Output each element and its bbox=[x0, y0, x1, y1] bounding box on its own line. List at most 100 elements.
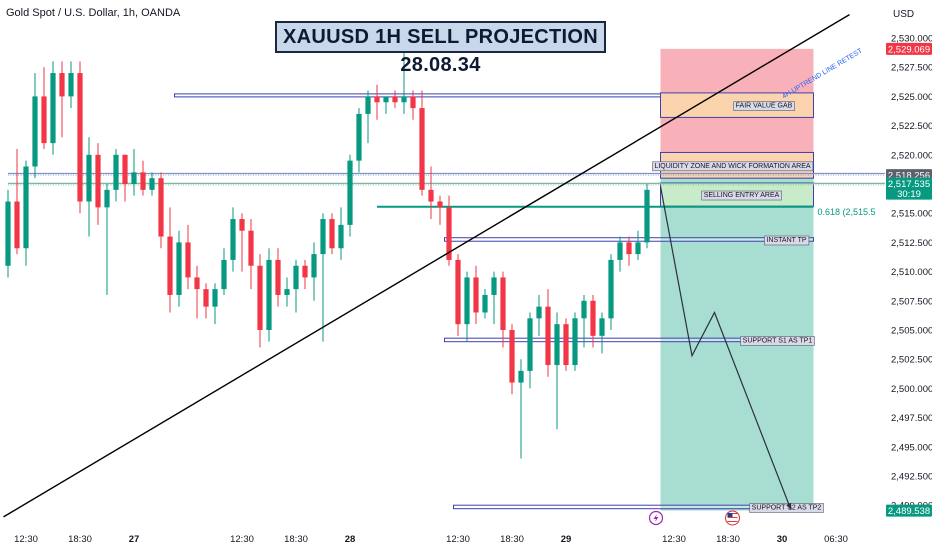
candle[interactable] bbox=[329, 213, 335, 255]
candle[interactable] bbox=[446, 195, 452, 266]
zone-label: SUPPORT S2 AS TP2 bbox=[752, 504, 822, 511]
zone-label-bg bbox=[652, 161, 814, 172]
candle[interactable] bbox=[581, 294, 587, 348]
candle[interactable] bbox=[320, 213, 326, 342]
candle-body bbox=[644, 189, 650, 243]
candle[interactable] bbox=[140, 160, 146, 196]
fvg-extension bbox=[174, 93, 661, 98]
candle[interactable] bbox=[617, 236, 623, 272]
time-tick-label: 18:30 bbox=[716, 534, 740, 545]
candle[interactable] bbox=[545, 289, 551, 377]
candle[interactable] bbox=[635, 230, 641, 260]
candle[interactable] bbox=[383, 96, 389, 114]
candle[interactable] bbox=[266, 248, 272, 342]
candle[interactable] bbox=[536, 294, 542, 336]
candle[interactable] bbox=[302, 259, 308, 290]
candle[interactable] bbox=[563, 318, 569, 371]
candle-body bbox=[320, 219, 326, 255]
us-flag-icon[interactable] bbox=[725, 510, 740, 526]
candle[interactable] bbox=[500, 271, 506, 348]
candle[interactable] bbox=[5, 189, 11, 278]
candle[interactable] bbox=[437, 195, 443, 225]
candle[interactable] bbox=[419, 90, 425, 196]
candle[interactable] bbox=[590, 294, 596, 348]
candle[interactable] bbox=[14, 148, 20, 255]
candle[interactable] bbox=[167, 207, 173, 313]
candle[interactable] bbox=[41, 67, 47, 149]
candle[interactable] bbox=[59, 61, 65, 138]
candle[interactable] bbox=[122, 154, 128, 202]
candle[interactable] bbox=[23, 160, 29, 266]
candle[interactable] bbox=[86, 137, 92, 237]
candle[interactable] bbox=[131, 148, 137, 196]
price-axis[interactable]: 2,530.000 2,527.500 2,525.000 2,522.500 2,52… bbox=[885, 0, 932, 550]
candle[interactable] bbox=[410, 90, 416, 120]
currency-label[interactable]: USD bbox=[893, 9, 915, 20]
candle[interactable] bbox=[203, 283, 209, 319]
candle[interactable] bbox=[176, 230, 182, 307]
candle[interactable] bbox=[221, 248, 227, 295]
candle[interactable] bbox=[239, 213, 245, 272]
candle[interactable] bbox=[275, 248, 281, 307]
candle[interactable] bbox=[401, 43, 407, 114]
candle-body bbox=[221, 259, 227, 290]
candle[interactable] bbox=[473, 265, 479, 325]
candle[interactable] bbox=[599, 312, 605, 354]
candle[interactable] bbox=[32, 73, 38, 179]
candle[interactable] bbox=[95, 143, 101, 225]
candle[interactable] bbox=[284, 277, 290, 307]
candle[interactable] bbox=[50, 61, 56, 155]
candle[interactable] bbox=[158, 172, 164, 249]
candle[interactable] bbox=[149, 172, 155, 196]
projection-path[interactable] bbox=[659, 186, 792, 511]
candle-body bbox=[563, 324, 569, 366]
candle-body bbox=[392, 96, 398, 103]
candle[interactable] bbox=[464, 271, 470, 342]
candle[interactable] bbox=[293, 259, 299, 313]
uptrend-line[interactable] bbox=[3, 14, 850, 518]
candle[interactable] bbox=[113, 148, 119, 202]
candle[interactable] bbox=[428, 166, 434, 220]
candle[interactable] bbox=[392, 90, 398, 109]
candle[interactable] bbox=[527, 312, 533, 389]
candle-body bbox=[410, 96, 416, 109]
lightning-icon[interactable] bbox=[648, 510, 664, 526]
candle-body bbox=[203, 289, 209, 307]
candle-body bbox=[104, 189, 110, 208]
candle[interactable] bbox=[104, 184, 110, 295]
candle[interactable] bbox=[554, 312, 560, 430]
time-axis[interactable]: 12:30 18:30 27 12:30 18:30 28 12:30 18:30 29 12:3… bbox=[0, 526, 885, 550]
candle[interactable] bbox=[509, 324, 515, 395]
candle[interactable] bbox=[644, 184, 650, 249]
candle[interactable] bbox=[212, 283, 218, 325]
candle[interactable] bbox=[626, 236, 632, 266]
candle[interactable] bbox=[338, 207, 344, 260]
candle[interactable] bbox=[185, 224, 191, 290]
candle[interactable] bbox=[482, 289, 488, 319]
candle[interactable] bbox=[248, 219, 254, 290]
candle-body bbox=[122, 154, 128, 184]
price-badge-label: 2,517.535 bbox=[888, 179, 930, 190]
price-badge[interactable]: 2,529.069 bbox=[886, 42, 932, 56]
candle[interactable] bbox=[374, 84, 380, 120]
candle[interactable] bbox=[608, 254, 614, 330]
candle[interactable] bbox=[491, 271, 497, 325]
candle[interactable] bbox=[518, 359, 524, 459]
price-badge[interactable]: 2,489.538 bbox=[886, 504, 932, 517]
candle[interactable] bbox=[572, 312, 578, 371]
price-tick-label: 2,530.000 bbox=[891, 34, 932, 45]
candle[interactable] bbox=[365, 90, 371, 144]
candles-layer[interactable] bbox=[5, 43, 650, 459]
candle[interactable] bbox=[230, 207, 236, 272]
candle[interactable] bbox=[194, 265, 200, 319]
candle[interactable] bbox=[311, 242, 317, 301]
candle[interactable] bbox=[455, 254, 461, 336]
candle[interactable] bbox=[77, 61, 83, 214]
candle[interactable] bbox=[68, 61, 74, 109]
candle[interactable] bbox=[347, 154, 353, 237]
candle[interactable] bbox=[356, 108, 362, 173]
candle-body bbox=[5, 201, 11, 266]
candle[interactable] bbox=[257, 254, 263, 348]
